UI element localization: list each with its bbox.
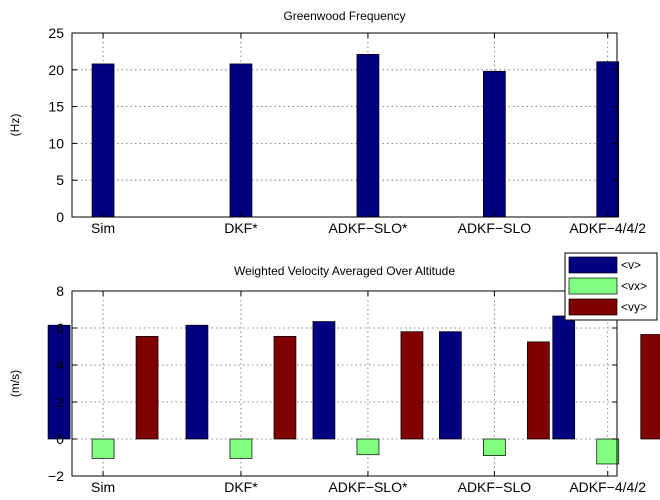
x-tick-label: ADKF−4/4/2 (569, 220, 646, 236)
y-tick-label: 2 (56, 394, 64, 410)
y-tick-label: −2 (48, 468, 64, 484)
y-tick-label: 10 (48, 135, 64, 151)
y-tick-label: 25 (48, 25, 64, 41)
y-axis-label: (Hz) (8, 114, 22, 137)
bars (91, 53, 620, 218)
bar-adkf-4-4-2 (552, 315, 576, 440)
bar-dkf- (273, 335, 297, 440)
x-tick-label: DKF* (224, 479, 258, 495)
x-tick-label: Sim (91, 479, 115, 495)
x-tick-label: ADKF−SLO* (328, 479, 408, 495)
bar-sim (91, 438, 115, 459)
bar-adkf-slo- (356, 438, 380, 456)
bar-adkf-slo- (400, 331, 424, 440)
y-tick-label: 8 (56, 283, 64, 299)
x-ticks: Sim DKF* ADKF−SLO* ADKF−SLO ADKF−4/4/2 (91, 291, 646, 495)
bar-sim (135, 335, 159, 440)
x-tick-label: Sim (91, 220, 115, 236)
bar-adkf-slo- (356, 53, 380, 218)
bar-sim (91, 63, 115, 218)
legend-entry: <vy> (621, 300, 647, 314)
legend-swatch (568, 277, 618, 295)
x-tick-label: DKF* (224, 220, 258, 236)
y-axis-label: (m/s) (8, 370, 22, 397)
y-ticks: −2 0 2 4 6 8 (48, 283, 617, 484)
y-tick-label: 6 (56, 320, 64, 336)
bar-adkf-slo (483, 70, 506, 218)
bar-adkf-slo (483, 438, 506, 456)
gridlines (72, 33, 617, 217)
y-tick-label: 5 (56, 172, 64, 188)
legend-swatch (568, 298, 618, 316)
y-tick-label: 15 (48, 99, 64, 115)
bar-adkf-slo (527, 341, 550, 440)
y-tick-label: 0 (56, 209, 64, 225)
x-ticks: Sim DKF* ADKF−SLO* ADKF−SLO ADKF−4/4/2 (91, 33, 646, 236)
y-tick-label: 20 (48, 62, 64, 78)
greenwood-frequency-chart: Greenwood Frequency (Hz) 0 5 10 15 20 25 Sim DK… (8, 9, 646, 236)
bar-dkf- (229, 63, 253, 218)
bar-dkf- (185, 324, 209, 440)
bars (47, 315, 660, 465)
legend-swatch (568, 256, 618, 274)
legend: <v> <vx> <vy> (564, 252, 658, 321)
bar-adkf-4-4-2 (596, 61, 620, 218)
bar-adkf-slo- (312, 321, 336, 440)
chart-title: Greenwood Frequency (283, 9, 405, 23)
weighted-velocity-chart: Weighted Velocity Averaged Over Altitude… (8, 252, 660, 495)
plot-frame (71, 290, 618, 477)
legend-entry: <vx> (621, 279, 647, 293)
y-tick-label: 4 (56, 357, 64, 373)
x-tick-label: ADKF−SLO (458, 479, 532, 495)
plot-frame (71, 32, 618, 218)
y-tick-label: 0 (56, 431, 64, 447)
x-tick-label: ADKF−SLO* (328, 220, 408, 236)
y-ticks: 0 5 10 15 20 25 (48, 25, 617, 225)
bar-sim (47, 324, 71, 440)
bar-adkf-slo (439, 331, 462, 440)
chart-title: Weighted Velocity Averaged Over Altitude (234, 264, 455, 278)
bar-adkf-4-4-2 (640, 334, 660, 440)
bar-adkf-4-4-2 (596, 438, 620, 465)
bar-dkf- (229, 438, 253, 459)
x-tick-label: ADKF−SLO (458, 220, 532, 236)
legend-entry: <v> (621, 258, 641, 272)
x-tick-label: ADKF−4/4/2 (569, 479, 646, 495)
